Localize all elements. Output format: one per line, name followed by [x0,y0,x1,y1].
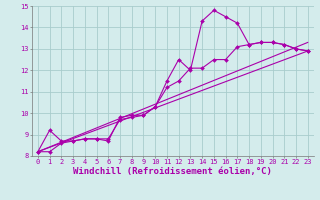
X-axis label: Windchill (Refroidissement éolien,°C): Windchill (Refroidissement éolien,°C) [73,167,272,176]
